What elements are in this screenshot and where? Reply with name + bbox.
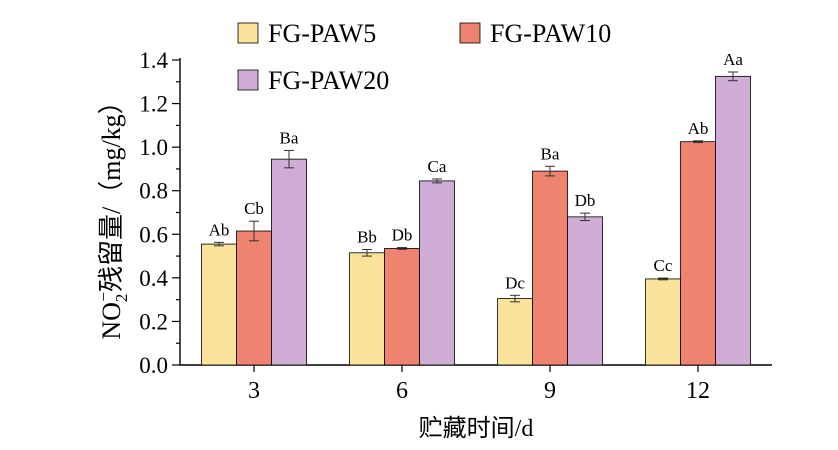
bar (715, 75, 751, 366)
bar (201, 243, 237, 366)
legend-label: FG-PAW20 (268, 66, 389, 95)
data-label: Aa (723, 50, 743, 69)
data-label: Db (392, 226, 413, 245)
plot-area: 0.0 0.2 0.4 0.6 0.8 1.0 1.2 1.4 3 Ab Cb Ba 6 Bb Db Ca 9 D… (139, 48, 772, 404)
data-label: Bb (357, 228, 377, 247)
bar (419, 180, 455, 366)
bar (384, 248, 420, 366)
data-label: Ba (280, 128, 299, 147)
data-label: Db (575, 191, 596, 210)
y-tick-label: 0.2 (139, 309, 168, 334)
y-tick-label: 0.4 (139, 266, 168, 291)
data-label: Cb (244, 199, 264, 218)
legend-label: FG-PAW10 (490, 19, 611, 48)
y-tick-label: 1.2 (139, 92, 168, 117)
legend-label: FG-PAW5 (268, 19, 376, 48)
x-tick-label: 9 (544, 378, 556, 404)
bar (236, 230, 272, 366)
y-tick-label: 0.8 (139, 179, 168, 204)
y-axis-label-subscript: 2 (112, 294, 131, 303)
x-tick-label: 6 (396, 378, 408, 404)
legend-swatch (237, 22, 259, 44)
y-axis-label-suffix: 残留量/（mg/kg） (97, 88, 126, 292)
data-label: Ab (209, 220, 230, 239)
data-label: Dc (505, 273, 525, 292)
legend-swatch (237, 69, 259, 91)
bar (645, 278, 681, 366)
bar (349, 252, 385, 366)
legend-swatch (459, 22, 481, 44)
y-axis-label-prefix: NO (97, 302, 126, 340)
x-axis-label: 贮藏时间/d (419, 415, 534, 442)
y-tick-label: 0.0 (139, 353, 168, 378)
data-label: Cc (654, 256, 673, 275)
y-axis-label-superscript: − (94, 292, 113, 302)
x-tick-label: 3 (248, 378, 260, 404)
bar (271, 158, 307, 366)
bar (532, 170, 568, 366)
data-label: Ca (428, 157, 447, 176)
data-label: Ab (688, 119, 709, 138)
bar (567, 216, 603, 366)
y-tick-label: 1.0 (139, 135, 168, 160)
bar (680, 141, 716, 366)
bar (497, 298, 533, 366)
y-tick-label: 0.6 (139, 222, 168, 247)
y-axis-label: NO2−残留量/（mg/kg） (94, 88, 131, 339)
x-tick-label: 12 (686, 378, 710, 404)
y-tick-label: 1.4 (139, 48, 168, 73)
data-label: Ba (541, 144, 560, 163)
legend: FG-PAW5 FG-PAW10 FG-PAW20 (237, 19, 611, 95)
